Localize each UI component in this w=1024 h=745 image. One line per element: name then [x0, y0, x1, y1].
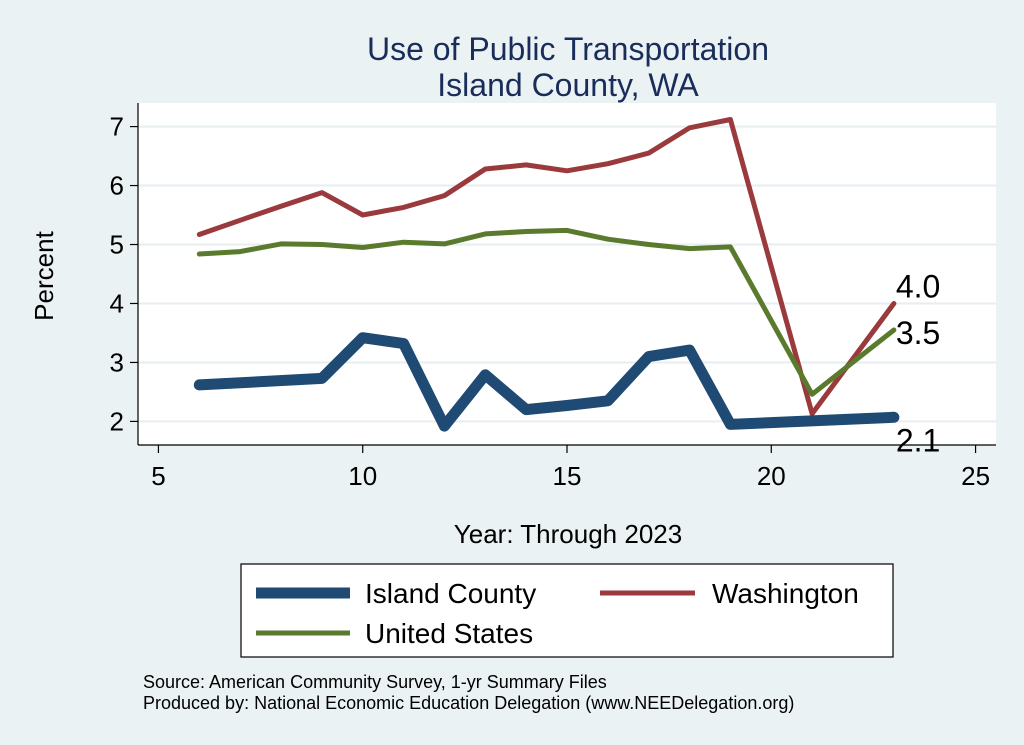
legend-label-united-states: United States — [365, 618, 533, 649]
y-tick-label: 4 — [110, 288, 124, 318]
source-note: Source: American Community Survey, 1-yr … — [143, 672, 607, 692]
x-tick-label: 20 — [757, 461, 786, 491]
x-tick-label: 15 — [553, 461, 582, 491]
legend-label-washington: Washington — [712, 578, 859, 609]
y-tick-label: 2 — [110, 406, 124, 436]
end-label-washington: 4.0 — [896, 268, 940, 304]
chart-title-line-2: Island County, WA — [437, 67, 699, 103]
series-lines — [193, 117, 900, 432]
x-axis-title: Year: Through 2023 — [454, 519, 682, 549]
plot-area — [138, 103, 996, 445]
x-tick-label: 5 — [151, 461, 165, 491]
y-tick-label: 3 — [110, 347, 124, 377]
end-labels: 4.0 3.5 2.1 — [896, 268, 940, 458]
x-tick-label: 25 — [961, 461, 990, 491]
x-tick-label: 10 — [348, 461, 377, 491]
series-line-island-county — [193, 332, 900, 432]
series-line-united-states — [196, 227, 897, 397]
axes: 2 3 4 5 6 7 5 10 15 20 25 — [110, 103, 996, 491]
series-line-washington — [196, 117, 897, 417]
legend-box — [240, 563, 894, 658]
y-tick-label: 5 — [110, 230, 124, 260]
legend: Island County Washington United States — [256, 578, 859, 649]
end-label-united-states: 3.5 — [896, 315, 940, 351]
y-tick-label: 6 — [110, 171, 124, 201]
legend-label-island-county: Island County — [365, 578, 536, 609]
chart-title-line-1: Use of Public Transportation — [367, 31, 769, 67]
y-tick-label: 7 — [110, 112, 124, 142]
produced-note: Produced by: National Economic Education… — [143, 693, 794, 713]
end-label-island-county: 2.1 — [896, 422, 940, 458]
y-axis-title: Percent — [29, 230, 59, 320]
